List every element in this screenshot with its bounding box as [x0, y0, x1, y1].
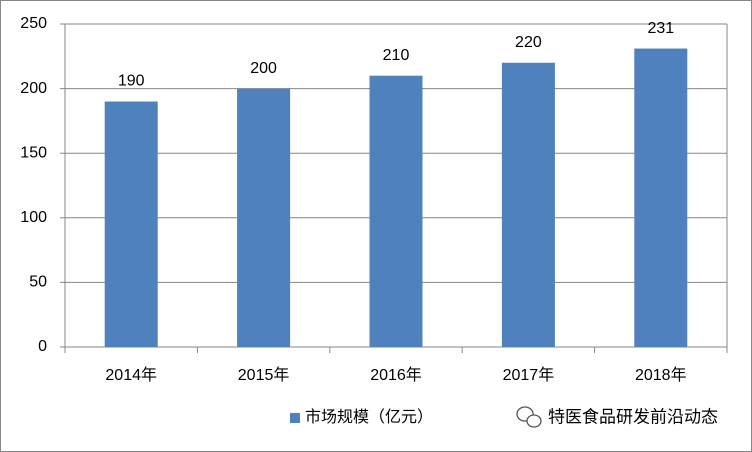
x-tick-label: 2016年	[370, 366, 422, 384]
watermark: 特医食品研发前沿动态	[516, 406, 718, 428]
value-label: 220	[515, 34, 542, 51]
y-tick-label: 150	[20, 144, 47, 161]
bar	[501, 62, 555, 347]
x-tick-label: 2018年	[635, 366, 687, 384]
value-label: 210	[383, 47, 410, 64]
bar	[369, 75, 423, 348]
wechat-icon	[516, 406, 534, 422]
bar	[237, 88, 291, 347]
y-tick-label: 200	[20, 80, 47, 97]
value-label: 190	[118, 73, 145, 90]
bar	[634, 48, 688, 347]
x-tick-label: 2017年	[503, 366, 555, 384]
y-tick-label: 250	[20, 15, 47, 32]
y-tick-label: 50	[29, 274, 47, 291]
x-tick-label: 2014年	[105, 366, 157, 384]
wechat-icon	[526, 414, 542, 428]
watermark-text: 特医食品研发前沿动态	[548, 407, 718, 426]
bar	[104, 101, 158, 348]
legend-label: 市场规模（亿元）	[305, 408, 433, 426]
value-label: 231	[647, 20, 674, 37]
value-label: 200	[250, 60, 277, 77]
x-tick-label: 2015年	[238, 366, 290, 384]
legend-swatch	[290, 413, 300, 423]
y-tick-label: 0	[38, 338, 47, 355]
y-tick-label: 100	[20, 209, 47, 226]
